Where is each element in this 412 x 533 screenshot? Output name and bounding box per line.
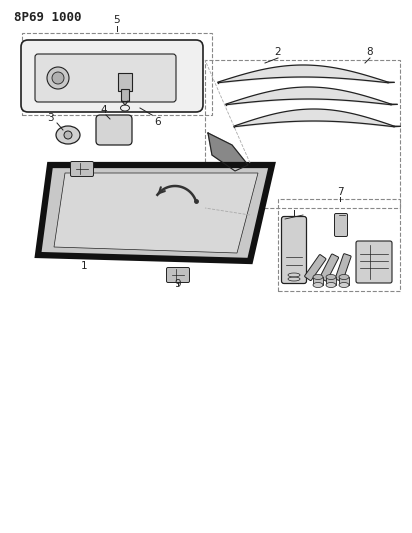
Text: 1: 1	[81, 261, 87, 271]
Polygon shape	[54, 173, 258, 253]
Text: 9: 9	[175, 279, 181, 289]
Bar	[278, 199, 400, 291]
Bar	[313, 277, 323, 285]
Text: 7: 7	[337, 187, 343, 197]
Ellipse shape	[56, 126, 80, 144]
Bar	[326, 277, 336, 285]
FancyBboxPatch shape	[356, 241, 392, 283]
Bar	[118, 73, 132, 91]
FancyBboxPatch shape	[320, 254, 339, 281]
FancyBboxPatch shape	[281, 216, 307, 284]
FancyBboxPatch shape	[96, 115, 132, 145]
FancyBboxPatch shape	[304, 255, 326, 280]
Text: 4: 4	[101, 105, 107, 115]
Ellipse shape	[52, 72, 64, 84]
FancyBboxPatch shape	[166, 268, 190, 282]
FancyBboxPatch shape	[70, 161, 94, 176]
Bar	[121, 89, 129, 101]
Text: 8P69 1000: 8P69 1000	[14, 11, 82, 24]
Text: 8: 8	[367, 47, 373, 57]
Text: 6: 6	[154, 117, 162, 127]
Bar	[22, 33, 212, 115]
FancyBboxPatch shape	[335, 214, 347, 237]
Ellipse shape	[47, 67, 69, 89]
Ellipse shape	[326, 282, 336, 287]
Ellipse shape	[313, 282, 323, 287]
Ellipse shape	[339, 274, 349, 279]
FancyBboxPatch shape	[21, 40, 203, 112]
Text: 2: 2	[275, 47, 281, 57]
Text: 5: 5	[114, 15, 120, 25]
Polygon shape	[38, 165, 272, 261]
Text: 3: 3	[47, 113, 53, 123]
Ellipse shape	[64, 131, 72, 139]
FancyBboxPatch shape	[335, 254, 351, 281]
Polygon shape	[208, 133, 248, 171]
FancyBboxPatch shape	[35, 54, 176, 102]
Ellipse shape	[339, 282, 349, 287]
Ellipse shape	[313, 274, 323, 279]
Bar	[339, 277, 349, 285]
Ellipse shape	[326, 274, 336, 279]
Bar	[205, 60, 400, 208]
